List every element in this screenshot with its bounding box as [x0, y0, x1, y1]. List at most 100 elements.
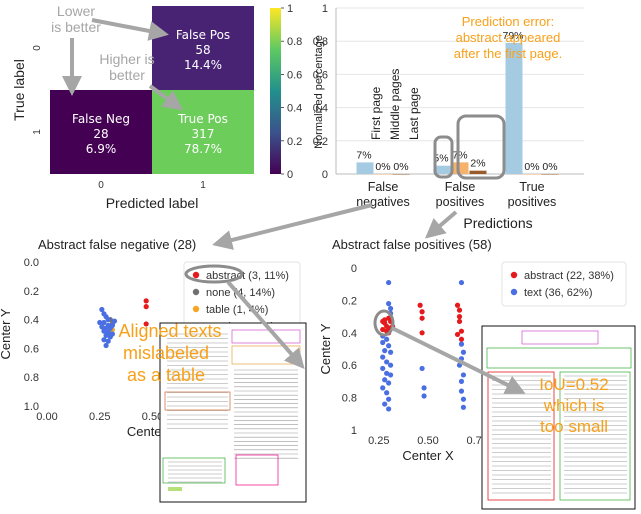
colorbar-tick-label: 0.2 [287, 136, 302, 148]
highlight-box [433, 135, 454, 179]
bar-category-label: positives [436, 195, 485, 209]
scatter-ylabel: Center Y [0, 308, 13, 359]
annotation-higher: better [109, 67, 145, 83]
scatter-point [460, 396, 467, 402]
thumb-box [487, 371, 555, 501]
legend-marker [510, 271, 518, 279]
scatter-annotation: IoU=0.52 [539, 375, 608, 394]
colorbar-tick-label: 0.8 [287, 36, 302, 48]
thumb-box [235, 454, 279, 486]
bar-ytick-label: 0.2 [313, 136, 328, 148]
scatter-point [386, 406, 392, 412]
bar [374, 174, 392, 175]
cm-cell-count: 28 [93, 127, 108, 141]
scatter-point [417, 302, 423, 308]
scatter-false-negative: Abstract false negative (28) 0.00 0.25 0.50… [0, 237, 307, 503]
scatter-point [380, 385, 386, 391]
bar [392, 174, 410, 175]
scatter-point [111, 318, 118, 324]
bar-data-label: 2% [470, 158, 485, 170]
paper-thumbnail [159, 322, 307, 503]
bar-data-label: 7% [452, 149, 467, 161]
colorbar-tick-label: 0 [287, 169, 293, 181]
scatter-point [380, 354, 386, 360]
colorbar-tick-label: 1 [287, 3, 293, 15]
scatter-xtick-label: 0.25 [89, 411, 110, 423]
bar-category-label: positives [508, 195, 557, 209]
legend-label: abstract (3, 11%) [206, 270, 289, 282]
scatter-point [99, 306, 105, 313]
arrow-icon [91, 18, 169, 41]
scatter-ytick-label: 0 [351, 263, 357, 275]
bar-data-label: 79% [502, 30, 523, 42]
scatter-xtick-label: 0.25 [368, 435, 389, 447]
scatter-point [101, 337, 107, 343]
scatter-point [101, 319, 107, 326]
colorbar-tick-label: 0.4 [287, 103, 302, 115]
arrow-icon [226, 280, 305, 370]
scatter-point [380, 326, 386, 333]
scatter-point [103, 332, 109, 339]
scatter-ytick-label: 0.6 [24, 343, 39, 355]
bar [523, 174, 541, 175]
scatter-ytick-label: 0.4 [24, 315, 39, 327]
bar-category-label: True [519, 180, 544, 194]
scatter-point [386, 396, 392, 402]
cm-cell [50, 90, 152, 174]
legend-marker [192, 305, 200, 313]
legend-label: text (36, 62%) [524, 287, 592, 299]
cm-cell-pct: 14.4% [184, 58, 222, 72]
scatter-point [143, 304, 149, 310]
scatter-point [386, 380, 392, 386]
scatter-point [380, 365, 386, 372]
scatter-point [456, 307, 463, 313]
cm-cell-count: 58 [195, 43, 210, 57]
colorbar-tick-label: 0.6 [287, 69, 302, 81]
scatter-false-positive: Abstract false positives (58)0.25 0.50 0.7… [318, 237, 636, 510]
highlight-ellipse [373, 309, 395, 337]
bar [433, 165, 451, 174]
scatter-point [387, 362, 394, 368]
highlight-box [456, 114, 506, 180]
scatter-point [458, 388, 465, 394]
scatter-point [387, 349, 394, 355]
cm-ylabel: True label [11, 59, 27, 121]
bar [541, 174, 559, 175]
highlight-ellipse [184, 264, 244, 284]
bar [356, 162, 374, 174]
bar-ytick-label: 0 [322, 169, 328, 181]
bar-category-label: False [445, 180, 476, 194]
scatter-point [382, 348, 388, 354]
thumb-box [231, 329, 301, 344]
legend-marker [192, 288, 200, 296]
arrow-icon [424, 210, 458, 239]
cm-cell [152, 6, 254, 90]
scatter-point [456, 318, 463, 325]
thumb-box [164, 391, 231, 411]
scatter-xtick-label: 0.50 [142, 411, 163, 423]
cm-cell-pct: 78.7% [184, 142, 222, 156]
scatter-point [382, 317, 388, 323]
arrow-icon [212, 203, 373, 250]
scatter-point [419, 315, 425, 321]
scatter-xtick-label: 0.00 [36, 411, 57, 423]
bar-ytick-label: 0.8 [313, 36, 328, 48]
bar-data-label: 7% [356, 149, 371, 161]
thumb-box [559, 371, 631, 501]
legend-marker [510, 288, 518, 296]
scatter-point [143, 298, 149, 304]
scatter-point [387, 372, 394, 378]
scatter-annotation: Aligned texts [118, 321, 221, 341]
scatter-point [105, 338, 111, 344]
scatter-point [456, 314, 463, 320]
bar-data-label: 0% [542, 161, 557, 173]
scatter-point [421, 385, 427, 391]
cm-xlabel: Predicted label [106, 195, 199, 211]
thumb-box [168, 487, 182, 491]
scatter-point [460, 404, 467, 410]
bar-category-label: False [368, 180, 399, 194]
scatter-point [382, 377, 388, 383]
scatter-point [386, 301, 392, 307]
bar [505, 42, 523, 174]
